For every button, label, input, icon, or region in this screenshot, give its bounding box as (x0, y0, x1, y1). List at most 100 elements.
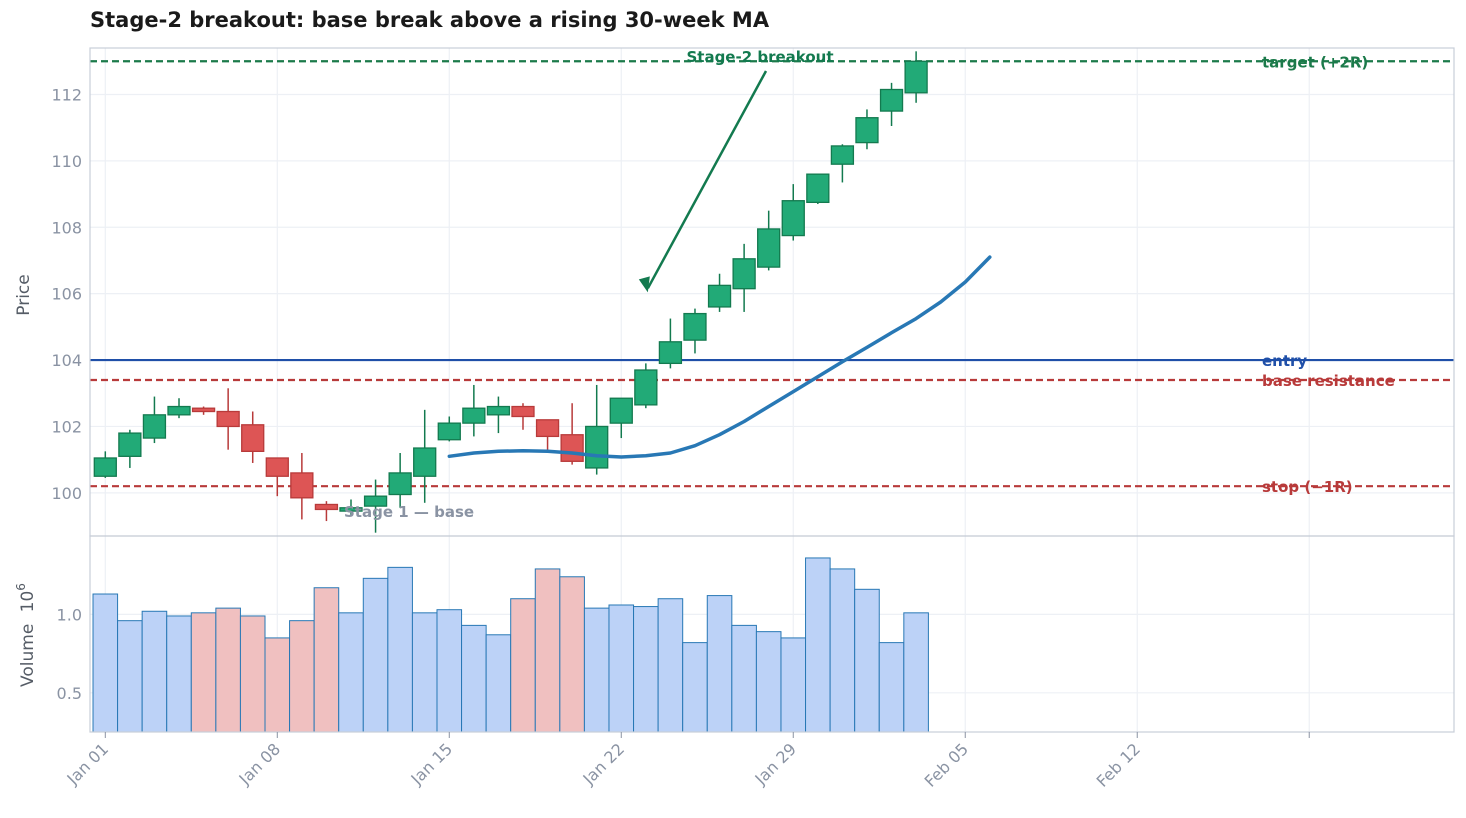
volume-axis-exponent: 6 (14, 583, 28, 591)
candle-body (290, 472, 314, 499)
price-tick-label: 112 (51, 85, 82, 104)
candle-body (683, 312, 707, 341)
candle-body (904, 60, 928, 94)
volume-bar (436, 609, 463, 733)
candle-body (191, 407, 216, 413)
level-label: target (+2R) (1262, 53, 1368, 71)
x-tick-label: Feb 05 (921, 739, 972, 790)
candle-body (437, 422, 461, 441)
candle-body (609, 397, 633, 424)
volume-bar (755, 631, 782, 733)
volume-bar (559, 576, 585, 733)
volume-bar (854, 588, 880, 733)
candle-body (855, 117, 879, 144)
x-tick-labels: Jan 01 Jan 08 Jan 15 Jan 22 Jan 29 Feb 05 Feb … (63, 732, 1310, 791)
volume-bar (411, 612, 438, 733)
candle-body (830, 145, 855, 165)
price-tick-label: 100 (51, 484, 82, 503)
candle-body (781, 200, 805, 237)
x-tick-label: Jan 01 (63, 739, 113, 789)
candle-body (707, 284, 732, 308)
candle-body (585, 425, 609, 469)
volume-panel-frame (89, 535, 1455, 733)
candle-body (363, 495, 388, 507)
price-tick-label: 104 (51, 351, 82, 370)
volume-bar (92, 593, 119, 733)
candle-body (118, 432, 142, 457)
candle-body (806, 173, 830, 204)
volume-bar (903, 612, 929, 733)
volume-bar (706, 595, 733, 733)
volume-bar (682, 642, 708, 733)
volume-bar (608, 604, 635, 733)
price-axis-label: Price (14, 274, 34, 315)
volume-bar (289, 620, 315, 733)
price-tick-label: 108 (51, 218, 82, 237)
volume-tick-label: 0.5 (57, 684, 82, 703)
breakout-arrowhead (638, 276, 650, 293)
candle-body (413, 447, 437, 477)
volume-axis-label: Volume 106 (14, 583, 38, 687)
volume-bar (510, 598, 536, 733)
volume-bar (215, 607, 241, 733)
candle-body (142, 414, 167, 439)
volume-bar (780, 637, 807, 733)
volume-axis-exponent-base: 10 (18, 591, 38, 613)
candle-body (511, 405, 535, 418)
price-tick-label: 106 (51, 285, 82, 304)
candle-body (265, 457, 289, 477)
volume-axis-label-name: Volume (18, 624, 38, 687)
volume-axis-label-text: Volume 106 (14, 583, 38, 687)
volume-tick-label: 1.0 (57, 605, 82, 624)
candle-body (658, 341, 683, 365)
price-gridlines (90, 93, 1454, 494)
panel-frames (89, 47, 1455, 733)
annotations: target (+2R) entry base resistance stop (−1… (344, 48, 1395, 521)
volume-bar (878, 642, 905, 733)
level-label: entry (1262, 352, 1307, 370)
x-tick-label: Jan 15 (407, 739, 457, 789)
candle-body (314, 503, 339, 511)
candle-body (535, 419, 560, 438)
x-tick-label: Jan 22 (579, 739, 629, 789)
volume-bar (633, 606, 659, 733)
volume-bar (731, 624, 757, 733)
moving-average-line (447, 255, 992, 459)
price-tick-label: 110 (51, 152, 82, 171)
volume-bar (190, 612, 217, 733)
candle-body (462, 407, 486, 424)
volume-bar (805, 557, 831, 733)
volume-bars (92, 557, 929, 733)
candle-body (560, 434, 584, 462)
candle-body (732, 258, 756, 290)
breakout-arrow (646, 70, 768, 289)
volume-bar (338, 612, 364, 733)
stage1-annotation: Stage 1 — base (344, 503, 474, 521)
volume-bar (485, 634, 512, 733)
candle-body (241, 424, 265, 452)
candle-body (93, 457, 117, 477)
volume-bar (829, 568, 856, 733)
moving-average (447, 255, 992, 459)
level-label: base resistance (1262, 372, 1395, 390)
price-tick-label: 102 (51, 417, 82, 436)
candle-body (879, 88, 904, 112)
volume-bar (362, 577, 389, 733)
volume-bar (583, 607, 610, 733)
y-tick-labels: 100 102 104 106 108 110 112 0.5 1.0 (51, 85, 82, 702)
candle-body (167, 405, 191, 416)
volume-bar (534, 568, 561, 733)
volume-bar (239, 615, 266, 733)
candle-body (388, 472, 412, 496)
candle-body (757, 228, 781, 268)
breakout-annotation: Stage-2 breakout (686, 48, 833, 66)
level-label: stop (−1R) (1262, 478, 1353, 496)
volume-bar (264, 637, 291, 733)
volume-bar (117, 620, 143, 733)
candlesticks (93, 51, 928, 533)
volume-bar (313, 587, 340, 733)
price-levels (90, 60, 1454, 488)
volume-bar (657, 598, 684, 733)
candle-body (339, 507, 363, 512)
